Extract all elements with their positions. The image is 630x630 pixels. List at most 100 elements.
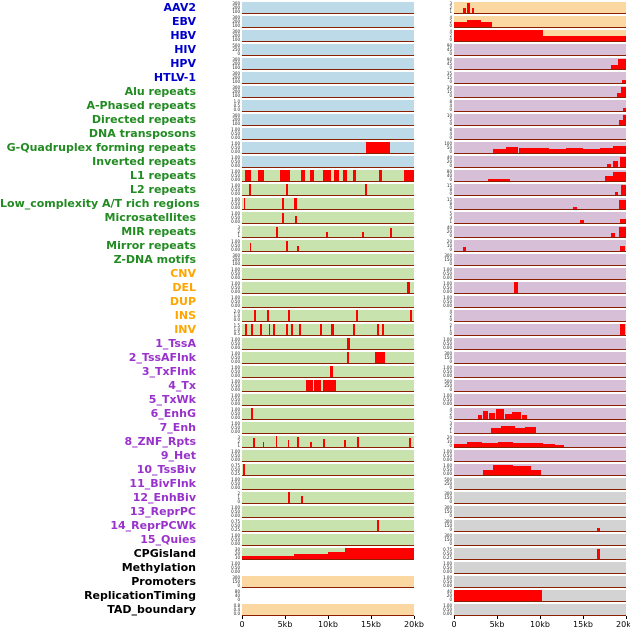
y-tick-label: 8 bbox=[449, 127, 452, 132]
y-tick-label: 300 bbox=[444, 519, 452, 524]
right-track-plot bbox=[454, 436, 626, 448]
x-tick-mark bbox=[242, 616, 243, 619]
y-tick-label: 0.50 bbox=[443, 565, 452, 570]
y-tick-label: 0.00 bbox=[443, 275, 452, 280]
y-tick-label: 1.00 bbox=[443, 337, 452, 342]
data-bar bbox=[378, 170, 383, 181]
data-bar bbox=[600, 147, 614, 153]
y-tick-label: 0.50 bbox=[231, 467, 240, 472]
track-label: INS bbox=[174, 309, 196, 322]
y-tick-label: 0 bbox=[449, 107, 452, 112]
track-row: EBV 300 200 100 4 2 0 bbox=[0, 14, 630, 28]
y-tick-label: 0.00 bbox=[231, 289, 240, 294]
y-tick-label: 0.00 bbox=[231, 247, 240, 252]
y-tick-label: 0.75 bbox=[231, 519, 240, 524]
right-track-plot bbox=[454, 170, 626, 182]
right-track-plot bbox=[454, 464, 626, 476]
data-bar bbox=[345, 548, 414, 559]
left-y-axis: 1.5 1.0 0.5 bbox=[200, 324, 242, 336]
left-y-axis: 2.0 1.0 0.0 bbox=[200, 310, 242, 322]
data-bar bbox=[364, 184, 368, 195]
track-label: Promoters bbox=[131, 575, 196, 588]
right-track-plot bbox=[454, 86, 626, 98]
y-tick-label: 2 bbox=[449, 5, 452, 10]
y-tick-label: 1.00 bbox=[231, 155, 240, 160]
y-tick-label: 0.00 bbox=[231, 485, 240, 490]
y-tick-label: 1.00 bbox=[231, 267, 240, 272]
y-tick-label: 0.5 bbox=[233, 331, 240, 336]
data-bar bbox=[309, 441, 312, 447]
data-bar bbox=[268, 324, 271, 335]
y-tick-label: 1.00 bbox=[231, 127, 240, 132]
y-tick-label: 0.00 bbox=[443, 373, 452, 378]
y-tick-label: 300 bbox=[444, 491, 452, 496]
y-tick-label: 0.50 bbox=[231, 453, 240, 458]
right-y-axis: 1.00 0.50 0.00 bbox=[414, 366, 454, 378]
data-bar bbox=[329, 366, 333, 377]
y-tick-label: 0.00 bbox=[443, 289, 452, 294]
right-y-axis: 90 45 0 bbox=[414, 44, 454, 56]
y-tick-label: 10 bbox=[446, 439, 452, 444]
y-tick-label: 0.50 bbox=[231, 565, 240, 570]
y-tick-label: 20 bbox=[446, 593, 452, 598]
y-tick-label: 0.50 bbox=[443, 271, 452, 276]
y-tick-label: 1 bbox=[449, 327, 452, 332]
right-track-plot bbox=[454, 562, 626, 574]
left-y-axis: 300 200 100 bbox=[200, 16, 242, 28]
x-axis-right-panel: 0 5kb 10kb 15kb 20kb bbox=[451, 616, 630, 630]
data-bar bbox=[320, 324, 322, 335]
left-track-plot bbox=[242, 114, 414, 126]
y-tick-label: 0.50 bbox=[231, 411, 240, 416]
right-track-plot bbox=[454, 492, 626, 504]
y-tick-label: 500 bbox=[444, 379, 452, 384]
right-y-axis: 35 15 0 bbox=[414, 72, 454, 84]
x-tick-mark bbox=[328, 616, 329, 619]
y-tick-label: 1.00 bbox=[443, 603, 452, 608]
y-tick-label: 1.00 bbox=[231, 239, 240, 244]
y-tick-label: 0.25 bbox=[443, 555, 452, 560]
y-tick-label: 1.00 bbox=[231, 421, 240, 426]
y-tick-label: 0.50 bbox=[443, 467, 452, 472]
data-bar bbox=[365, 142, 390, 153]
y-tick-label: 1 bbox=[237, 443, 240, 448]
y-tick-label: 4 bbox=[449, 103, 452, 108]
data-bar bbox=[389, 227, 393, 237]
y-tick-label: 0 bbox=[449, 597, 452, 602]
left-track-plot bbox=[242, 2, 414, 14]
data-bar bbox=[513, 442, 529, 447]
data-bar bbox=[279, 170, 291, 181]
data-bar bbox=[467, 2, 470, 13]
data-bar bbox=[504, 413, 512, 419]
data-bar bbox=[242, 555, 294, 559]
x-tick-label: 20kb bbox=[404, 620, 424, 629]
y-tick-label: 0.50 bbox=[231, 271, 240, 276]
left-track-plot bbox=[242, 380, 414, 392]
track-label: INV bbox=[174, 323, 196, 336]
track-row: INS 2.0 1.0 0.0 4 2 0 bbox=[0, 308, 630, 322]
track-row: Methylation 1.00 0.50 0.00 1.00 0.50 0.00 bbox=[0, 560, 630, 574]
data-bar bbox=[618, 58, 626, 69]
y-tick-label: 20 bbox=[446, 159, 452, 164]
y-tick-label: 0 bbox=[449, 261, 452, 266]
left-y-axis: 1.00 0.50 0.00 bbox=[200, 240, 242, 252]
x-axis-row: 0 5kb 10kb 15kb 20kb 0 5kb 10kb 15kb 20kb bbox=[0, 616, 630, 630]
right-track-plot bbox=[454, 450, 626, 462]
y-tick-label: 0.50 bbox=[231, 145, 240, 150]
left-track-plot bbox=[242, 86, 414, 98]
x-tick-mark bbox=[371, 616, 372, 619]
y-tick-label: 150 bbox=[444, 523, 452, 528]
x-axis-left-panel: 0 5kb 10kb 15kb 20kb bbox=[239, 616, 424, 630]
y-tick-label: 0 bbox=[449, 93, 452, 98]
right-track-plot bbox=[454, 184, 626, 196]
y-tick-label: 10 bbox=[446, 243, 452, 248]
right-y-axis: 20 10 0 bbox=[414, 436, 454, 448]
y-tick-label: 300 bbox=[444, 351, 452, 356]
y-tick-label: 0 bbox=[449, 415, 452, 420]
track-row: 2_TssAFlnk 1.00 0.50 0.00 300 150 0 bbox=[0, 350, 630, 364]
track-row: DEL 1.00 0.50 0.00 1.00 0.50 0.00 bbox=[0, 280, 630, 294]
track-row: 11_BivFlnk 1.00 0.50 0.00 500 250 0 bbox=[0, 476, 630, 490]
y-tick-label: 1.00 bbox=[231, 477, 240, 482]
y-tick-label: 0.00 bbox=[443, 569, 452, 574]
